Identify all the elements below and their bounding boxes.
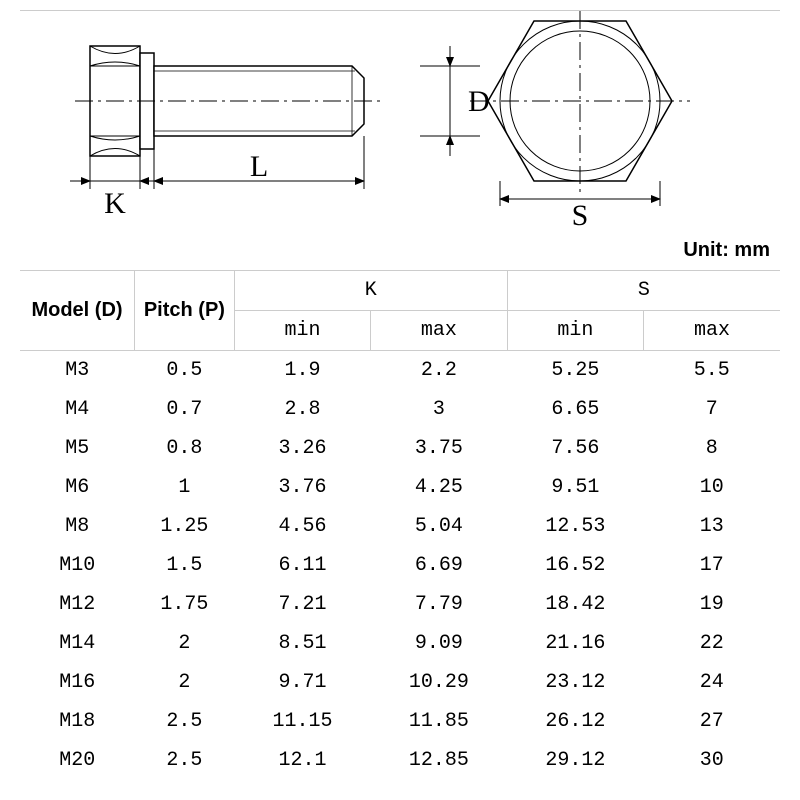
header-s-max: max xyxy=(644,311,780,351)
cell-kmax: 3 xyxy=(371,390,507,429)
cell-kmax: 7.79 xyxy=(371,585,507,624)
cell-smin: 5.25 xyxy=(507,351,643,391)
dim-label-l: L xyxy=(250,150,268,183)
cell-smin: 23.12 xyxy=(507,663,643,702)
cell-smax: 8 xyxy=(644,429,780,468)
header-pitch: Pitch (P) xyxy=(135,271,235,351)
cell-smax: 17 xyxy=(644,546,780,585)
cell-model: M6 xyxy=(20,468,135,507)
cell-kmin: 3.76 xyxy=(234,468,370,507)
cell-model: M18 xyxy=(20,702,135,741)
cell-smin: 16.52 xyxy=(507,546,643,585)
table-row: M1428.519.0921.1622 xyxy=(20,624,780,663)
cell-model: M10 xyxy=(20,546,135,585)
cell-kmax: 5.04 xyxy=(371,507,507,546)
table-row: M1629.7110.2923.1224 xyxy=(20,663,780,702)
cell-pitch: 1.5 xyxy=(135,546,235,585)
cell-model: M16 xyxy=(20,663,135,702)
header-model: Model (D) xyxy=(20,271,135,351)
bolt-diagram-svg: K L D S xyxy=(20,11,780,231)
cell-kmin: 12.1 xyxy=(234,741,370,792)
spec-table-body: M30.51.92.25.255.5M40.72.836.657M50.83.2… xyxy=(20,351,780,793)
cell-kmax: 2.2 xyxy=(371,351,507,391)
cell-kmin: 11.15 xyxy=(234,702,370,741)
cell-pitch: 1.75 xyxy=(135,585,235,624)
cell-pitch: 2 xyxy=(135,624,235,663)
cell-smin: 18.42 xyxy=(507,585,643,624)
cell-smin: 29.12 xyxy=(507,741,643,792)
dim-label-s: S xyxy=(572,199,589,231)
cell-kmin: 6.11 xyxy=(234,546,370,585)
table-row: M121.757.217.7918.4219 xyxy=(20,585,780,624)
cell-smax: 30 xyxy=(644,741,780,792)
cell-kmin: 4.56 xyxy=(234,507,370,546)
cell-kmax: 6.69 xyxy=(371,546,507,585)
cell-model: M14 xyxy=(20,624,135,663)
table-row: M40.72.836.657 xyxy=(20,390,780,429)
table-row: M202.512.112.8529.1230 xyxy=(20,741,780,792)
table-row: M50.83.263.757.568 xyxy=(20,429,780,468)
cell-pitch: 2.5 xyxy=(135,741,235,792)
cell-pitch: 0.7 xyxy=(135,390,235,429)
cell-pitch: 0.5 xyxy=(135,351,235,391)
table-row: M613.764.259.5110 xyxy=(20,468,780,507)
header-s: S xyxy=(507,271,780,311)
cell-kmax: 9.09 xyxy=(371,624,507,663)
cell-kmin: 1.9 xyxy=(234,351,370,391)
cell-smax: 5.5 xyxy=(644,351,780,391)
cell-smin: 12.53 xyxy=(507,507,643,546)
cell-kmax: 11.85 xyxy=(371,702,507,741)
cell-smax: 10 xyxy=(644,468,780,507)
table-row: M81.254.565.0412.5313 xyxy=(20,507,780,546)
cell-pitch: 1.25 xyxy=(135,507,235,546)
cell-smax: 24 xyxy=(644,663,780,702)
cell-kmin: 9.71 xyxy=(234,663,370,702)
cell-kmin: 2.8 xyxy=(234,390,370,429)
cell-kmax: 4.25 xyxy=(371,468,507,507)
cell-pitch: 2 xyxy=(135,663,235,702)
dim-label-d: D xyxy=(468,85,490,118)
cell-model: M8 xyxy=(20,507,135,546)
bolt-diagram: K L D S xyxy=(20,10,780,231)
cell-smin: 6.65 xyxy=(507,390,643,429)
cell-kmax: 10.29 xyxy=(371,663,507,702)
page-container: K L D S xyxy=(20,0,780,792)
cell-model: M4 xyxy=(20,390,135,429)
cell-pitch: 0.8 xyxy=(135,429,235,468)
cell-smax: 13 xyxy=(644,507,780,546)
spec-table: Model (D) Pitch (P) K S min max min max … xyxy=(20,271,780,792)
cell-smax: 27 xyxy=(644,702,780,741)
table-row: M182.511.1511.8526.1227 xyxy=(20,702,780,741)
cell-model: M5 xyxy=(20,429,135,468)
cell-smin: 7.56 xyxy=(507,429,643,468)
unit-label: Unit: mm xyxy=(20,231,780,271)
header-k: K xyxy=(234,271,507,311)
cell-smax: 19 xyxy=(644,585,780,624)
cell-kmax: 12.85 xyxy=(371,741,507,792)
header-k-max: max xyxy=(371,311,507,351)
cell-kmin: 8.51 xyxy=(234,624,370,663)
cell-pitch: 2.5 xyxy=(135,702,235,741)
cell-smin: 26.12 xyxy=(507,702,643,741)
cell-kmin: 3.26 xyxy=(234,429,370,468)
cell-smin: 21.16 xyxy=(507,624,643,663)
cell-model: M3 xyxy=(20,351,135,391)
table-row: M30.51.92.25.255.5 xyxy=(20,351,780,391)
cell-kmin: 7.21 xyxy=(234,585,370,624)
dim-label-k: K xyxy=(104,187,126,220)
header-s-min: min xyxy=(507,311,643,351)
cell-model: M20 xyxy=(20,741,135,792)
cell-smin: 9.51 xyxy=(507,468,643,507)
cell-smax: 22 xyxy=(644,624,780,663)
cell-pitch: 1 xyxy=(135,468,235,507)
cell-smax: 7 xyxy=(644,390,780,429)
table-row: M101.56.116.6916.5217 xyxy=(20,546,780,585)
cell-kmax: 3.75 xyxy=(371,429,507,468)
cell-model: M12 xyxy=(20,585,135,624)
header-k-min: min xyxy=(234,311,370,351)
